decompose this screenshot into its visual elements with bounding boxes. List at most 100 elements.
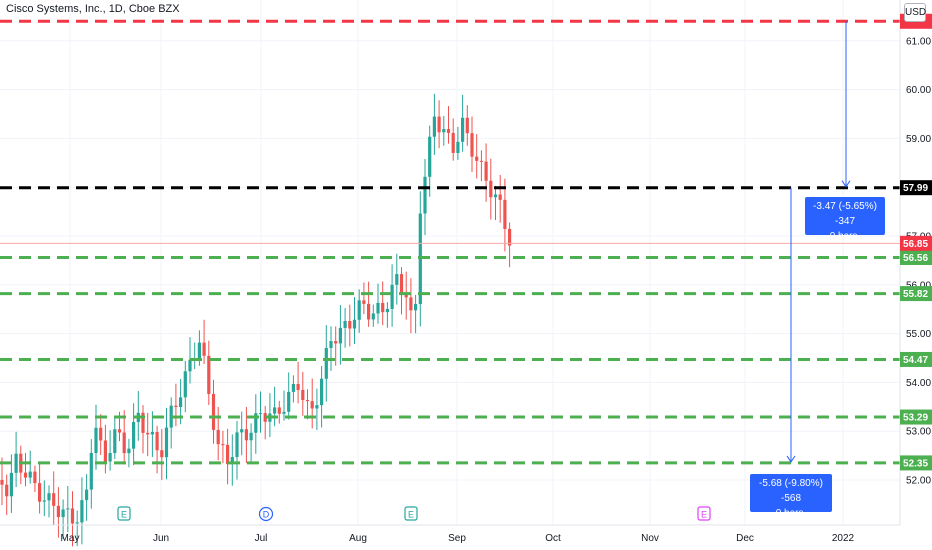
candle-body — [108, 453, 112, 462]
candle-body — [254, 413, 258, 433]
candle-body — [395, 274, 399, 285]
event-marker-label: E — [701, 510, 707, 520]
candle-body — [371, 313, 375, 320]
candle-body — [287, 391, 291, 412]
grid — [0, 0, 900, 525]
price-tick-label: 54.00 — [906, 378, 931, 389]
candle-body — [263, 413, 267, 422]
time-tick-label: Aug — [349, 533, 367, 544]
level-price-label: 57.99 — [903, 183, 928, 194]
price-tick-label: 59.00 — [906, 134, 931, 145]
last-price-tag — [900, 235, 932, 251]
candle-body — [442, 129, 446, 133]
candle-body — [211, 393, 216, 430]
candle-body — [75, 522, 79, 524]
measure-lines — [786, 21, 851, 463]
candle-body — [310, 401, 314, 409]
candle-body — [226, 444, 230, 465]
candle-body — [47, 493, 51, 501]
candle-body — [80, 500, 84, 523]
level-price-tag — [900, 286, 932, 302]
candle-body — [38, 483, 42, 502]
level-price-label: 54.47 — [903, 355, 928, 366]
measure-box-lower-line1: -5.68 (-9.80%) -568 — [759, 478, 823, 504]
candle-body — [174, 405, 178, 407]
candle-body — [160, 450, 164, 458]
dividend-event-marker — [258, 506, 274, 522]
candle-body — [9, 472, 13, 497]
candle-body — [240, 429, 244, 433]
time-tick-label: Dec — [736, 533, 754, 544]
candle-body — [282, 411, 286, 414]
candle-body — [404, 293, 408, 298]
level-price-tag — [900, 409, 932, 425]
event-marker-label: D — [263, 510, 270, 520]
candle-body — [132, 422, 136, 449]
candle-body — [221, 444, 225, 446]
candle-body — [103, 440, 107, 462]
candle-body — [230, 457, 234, 465]
candle-body — [376, 302, 380, 314]
candle-body — [399, 274, 404, 294]
price-axis: 52.0053.0054.0055.0056.0057.0058.0059.00… — [899, 0, 932, 525]
candle-body — [127, 448, 131, 454]
measure-box-upper[interactable]: -3.47 (-5.65%) -347 0 bars, — [805, 197, 885, 242]
candle-body — [150, 432, 154, 435]
horizontal-levels — [0, 19, 900, 465]
candle-body — [23, 472, 28, 478]
candle-body — [428, 136, 432, 177]
candle-body — [432, 116, 436, 137]
candle-body — [197, 342, 201, 360]
measure-arrow-lower — [786, 455, 796, 463]
candle-body — [479, 160, 483, 162]
candle-body — [188, 359, 192, 372]
level-price-label: 53.29 — [903, 413, 928, 424]
candle-body — [216, 429, 220, 445]
candle-body — [202, 342, 206, 356]
candle-body — [89, 452, 93, 490]
candle-body — [451, 132, 455, 153]
time-tick-label: 2022 — [832, 533, 855, 544]
event-marker-label: E — [121, 510, 127, 520]
candle-body — [437, 116, 441, 133]
candle-body — [56, 505, 60, 518]
candle-body — [484, 161, 488, 181]
level-price-tag — [900, 180, 932, 196]
candle-body — [28, 471, 32, 478]
currency-button[interactable]: USD — [904, 3, 926, 22]
candle-body — [207, 355, 211, 394]
candle-body — [362, 300, 366, 304]
price-tick-label: 55.00 — [906, 329, 931, 340]
measure-box-lower[interactable]: -5.68 (-9.80%) -568 0 bars, — [750, 474, 832, 519]
time-tick-label: Jul — [255, 533, 268, 544]
candle-body — [122, 432, 126, 454]
candle-body — [61, 509, 65, 518]
candle-body — [348, 321, 352, 329]
level-price-label: 56.56 — [903, 253, 928, 264]
earnings-event-marker — [117, 506, 131, 521]
price-tick-label: 60.00 — [906, 85, 931, 96]
candle-body — [489, 180, 493, 198]
candle-body — [446, 129, 451, 133]
candle-body — [296, 384, 300, 390]
candle-body — [456, 141, 460, 153]
level-price-tag — [900, 351, 932, 367]
candle-body — [385, 308, 389, 313]
candle-body — [249, 432, 253, 441]
measure-arrow-upper — [841, 180, 851, 188]
time-tick-label: Jun — [153, 533, 169, 544]
time-tick-label: Sep — [448, 533, 466, 544]
candle-body — [0, 480, 4, 485]
candle-body — [5, 484, 9, 497]
candle-body — [99, 427, 103, 441]
candlesticks — [0, 93, 512, 547]
measure-box-lower-line2: 0 bars, — [775, 508, 807, 519]
time-tick-label: May — [61, 533, 80, 544]
candle-body — [42, 500, 46, 502]
candle-body — [338, 327, 342, 344]
earnings-event-marker — [697, 506, 711, 521]
candle-body — [352, 319, 357, 329]
candle-body — [66, 508, 70, 510]
